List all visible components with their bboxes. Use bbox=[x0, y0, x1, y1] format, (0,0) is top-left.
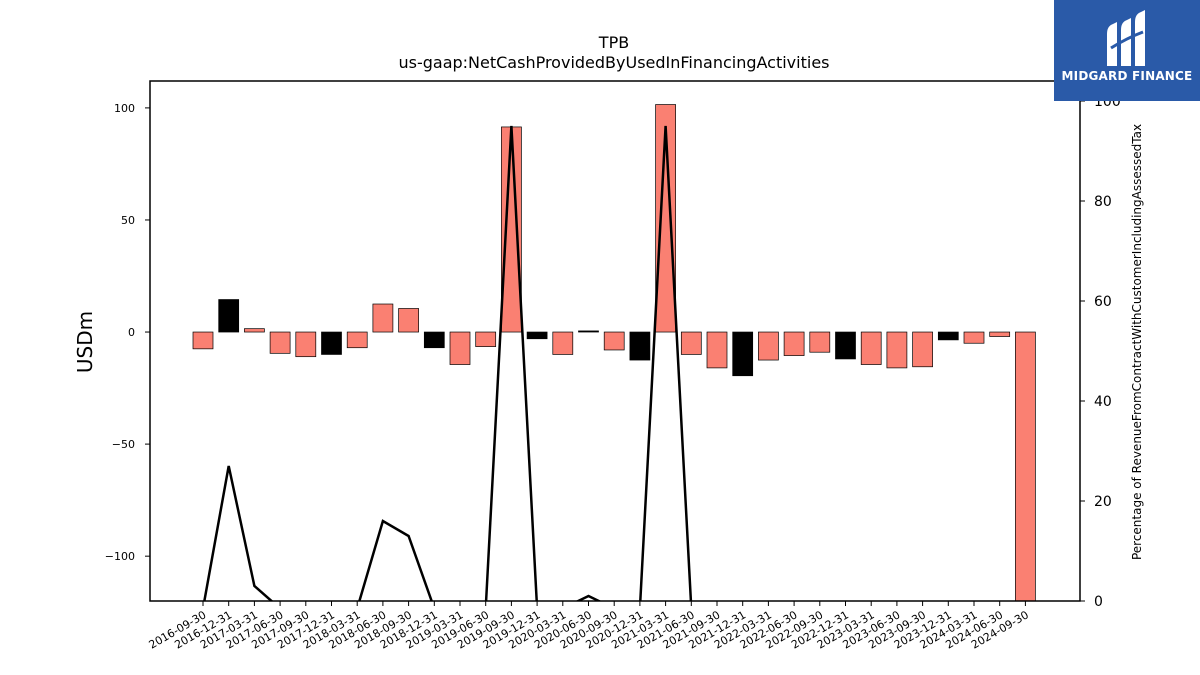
plot-frame bbox=[149, 80, 1081, 602]
bar bbox=[372, 303, 394, 333]
bar bbox=[963, 331, 985, 344]
chart-subtitle: us-gaap:NetCashProvidedByUsedInFinancing… bbox=[398, 53, 829, 72]
bar bbox=[860, 331, 882, 365]
chart-title: TPB bbox=[598, 33, 629, 52]
y2-axis-label: Percentage of RevenueFromContractWithCus… bbox=[1130, 124, 1144, 560]
bar bbox=[526, 331, 548, 340]
bar bbox=[475, 331, 497, 347]
y-tick-label: 50 bbox=[121, 214, 135, 227]
bar bbox=[321, 331, 342, 355]
y-axis-label: USDm bbox=[73, 311, 97, 373]
bar bbox=[886, 331, 908, 369]
logo: MIDGARD FINANCE bbox=[1054, 0, 1200, 101]
y2-tick-label: 0 bbox=[1094, 594, 1103, 610]
y2-tick-label: 80 bbox=[1094, 194, 1112, 210]
bar bbox=[295, 331, 317, 358]
bar bbox=[244, 328, 265, 333]
bar bbox=[835, 331, 856, 360]
bar bbox=[1015, 331, 1036, 602]
bar bbox=[218, 299, 240, 333]
bar bbox=[809, 331, 831, 353]
y2-tick-label: 40 bbox=[1094, 394, 1112, 410]
bar bbox=[783, 331, 805, 356]
bar bbox=[758, 331, 779, 361]
bar bbox=[501, 126, 522, 333]
bar bbox=[449, 331, 471, 365]
bar bbox=[398, 308, 419, 333]
y-tick-label: −50 bbox=[112, 438, 135, 451]
y-tick-label: 0 bbox=[128, 326, 135, 339]
bar bbox=[629, 331, 651, 361]
bar bbox=[603, 331, 625, 351]
bar bbox=[346, 331, 368, 349]
bar bbox=[423, 331, 445, 349]
bar bbox=[989, 331, 1011, 337]
y-tick-label: 100 bbox=[114, 102, 135, 115]
logo-icon bbox=[1107, 10, 1145, 66]
y-tick-label: −100 bbox=[105, 550, 135, 563]
bar bbox=[732, 331, 754, 377]
bar bbox=[578, 330, 599, 333]
bar bbox=[269, 331, 291, 354]
y2-tick-label: 60 bbox=[1094, 294, 1112, 310]
bar bbox=[655, 104, 676, 333]
bar bbox=[937, 331, 959, 341]
bar bbox=[680, 331, 702, 355]
bar bbox=[706, 331, 728, 369]
y2-tick-label: 20 bbox=[1094, 494, 1112, 510]
plot-area bbox=[192, 104, 1036, 602]
bar bbox=[552, 331, 574, 355]
logo-text: MIDGARD FINANCE bbox=[1061, 69, 1193, 83]
bar bbox=[192, 331, 214, 350]
bar bbox=[912, 331, 933, 368]
